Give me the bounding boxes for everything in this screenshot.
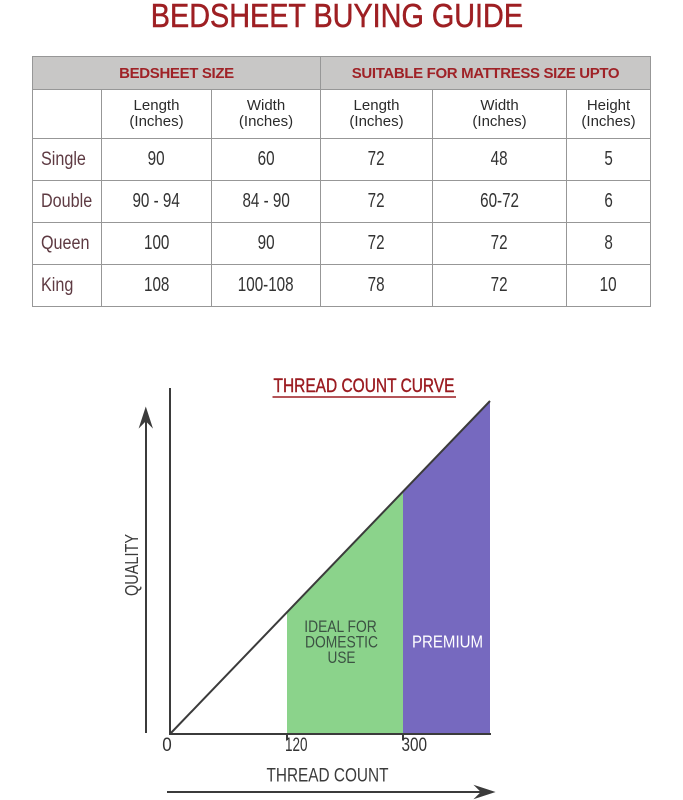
svg-text:THREAD COUNT: THREAD COUNT [267, 766, 389, 787]
svg-text:300: 300 [402, 735, 428, 756]
svg-text:IDEAL FOR: IDEAL FOR [304, 618, 377, 636]
svg-text:QUALITY: QUALITY [122, 534, 142, 596]
svg-text:THREAD COUNT CURVE: THREAD COUNT CURVE [274, 376, 455, 397]
svg-text:USE: USE [328, 649, 356, 667]
svg-text:120: 120 [285, 735, 308, 756]
svg-text:0: 0 [162, 735, 172, 756]
svg-text:DOMESTIC: DOMESTIC [305, 634, 378, 652]
svg-text:PREMIUM: PREMIUM [412, 632, 483, 652]
